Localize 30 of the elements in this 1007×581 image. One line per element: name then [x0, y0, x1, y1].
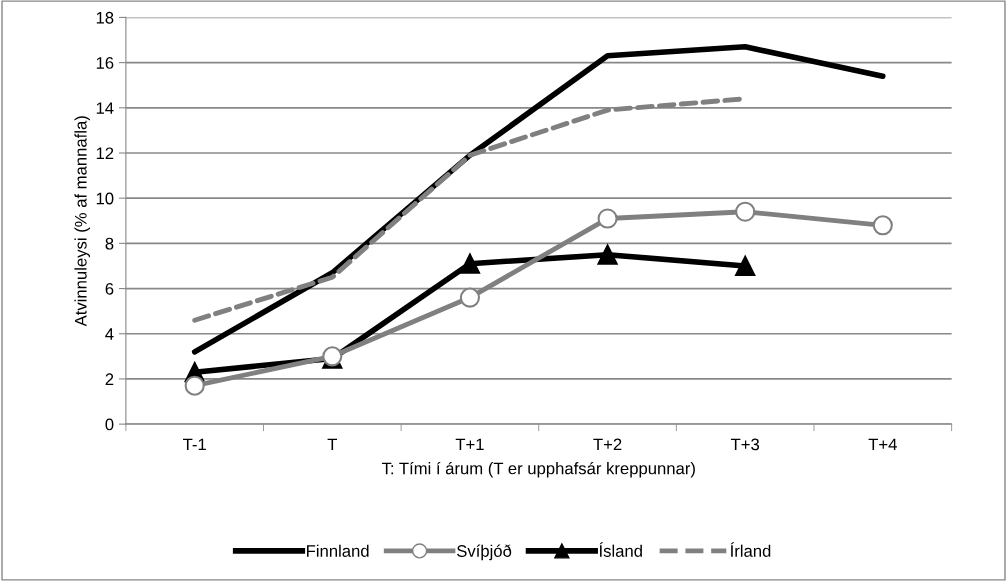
- y-tick-label: 16: [96, 57, 114, 69]
- x-tick-label: T+4: [868, 438, 897, 451]
- x-tick-label: T+3: [730, 438, 760, 451]
- y-axis-title: Atvinnuleysi (% af mannafla): [74, 116, 90, 327]
- legend-label: Ísland: [599, 542, 642, 557]
- y-tick-label: 12: [96, 147, 114, 160]
- y-tick-label: 18: [96, 11, 114, 24]
- point: [597, 208, 618, 229]
- y-tick-label: 6: [105, 282, 114, 295]
- point: [459, 253, 480, 274]
- x-tick-label: T: [327, 438, 338, 451]
- y-tick-label: 14: [96, 102, 114, 114]
- y-tick-label: 2: [105, 373, 114, 385]
- point: [735, 201, 756, 222]
- x-axis-title: T: Tími í árum (T er upphafsár kreppunnar): [381, 461, 695, 478]
- point: [459, 287, 480, 308]
- x-tick-label: T-1: [183, 438, 206, 451]
- point: [184, 375, 205, 396]
- point: [735, 255, 756, 277]
- legend-label: Írland: [730, 542, 771, 557]
- y-tick-label: 8: [105, 237, 114, 250]
- x-tick-label: T+1: [455, 438, 484, 451]
- point: [872, 215, 893, 236]
- y-tick-label: 4: [105, 328, 114, 340]
- point: [597, 244, 618, 265]
- y-tick-label: 0: [105, 418, 114, 431]
- y-tick-label: 10: [96, 192, 114, 205]
- x-tick-label: T+2: [593, 438, 622, 451]
- legend-label: Svíþjóð: [457, 544, 512, 561]
- legend-label: Finnland: [307, 544, 369, 557]
